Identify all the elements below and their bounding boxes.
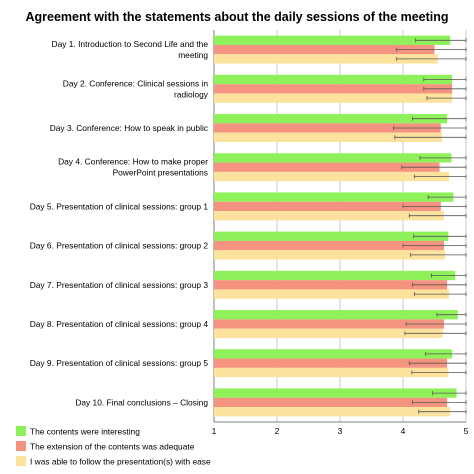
bar [214, 211, 444, 221]
bar [214, 407, 451, 417]
category-label: Day 1. Introduction to Second Life and t… [52, 39, 209, 49]
bar [214, 44, 435, 55]
bar [214, 280, 448, 290]
bar [214, 310, 458, 320]
legend-swatch [16, 426, 26, 436]
category-label: radiology [174, 89, 209, 99]
bar [214, 388, 457, 398]
category-label: Day 4. Conference: How to make proper [58, 157, 208, 167]
category-label: Day 6. Presentation of clinical sessions… [30, 241, 209, 251]
bar [214, 54, 438, 64]
x-tick-label: 5 [464, 426, 469, 436]
bar [214, 250, 446, 260]
bars [214, 35, 458, 417]
legend: The contents were interesting The extensi… [16, 426, 211, 467]
bar [214, 231, 449, 241]
legend-entry: The contents were interesting [30, 427, 140, 437]
bar [214, 319, 444, 329]
x-tick-label: 3 [338, 426, 343, 436]
category-label: Day 7. Presentation of clinical sessions… [30, 280, 209, 290]
category-label: meeting [178, 50, 208, 60]
legend-entry: I was able to follow the presentation(s)… [30, 457, 211, 467]
bar [214, 328, 443, 338]
x-tick-label: 2 [275, 426, 280, 436]
category-labels: Day 1. Introduction to Second Life and t… [30, 39, 209, 407]
category-label: Day 5. Presentation of clinical sessions… [30, 201, 209, 211]
bar [214, 84, 453, 94]
bar [214, 123, 441, 133]
legend-entry: The extension of the contents was adequa… [30, 442, 195, 452]
bar [214, 192, 454, 202]
category-label: Day 10. Final conclusions – Closing [75, 397, 208, 407]
bar [214, 153, 452, 163]
bar [214, 289, 449, 299]
bar [214, 397, 448, 408]
x-tick-label: 4 [401, 426, 406, 436]
bar [214, 132, 443, 142]
x-tick-label: 1 [212, 426, 217, 436]
bar [214, 93, 453, 103]
bar [214, 74, 453, 85]
chart-title: Agreement with the statements about the … [26, 10, 449, 24]
x-axis-ticks: 1 2 3 4 5 [212, 426, 469, 436]
bar [214, 114, 448, 124]
legend-swatch [16, 456, 26, 466]
bar [214, 162, 440, 172]
bar [214, 270, 456, 281]
bar [214, 240, 444, 251]
category-label: PowerPoint presentations [113, 168, 208, 178]
legend-swatch [16, 441, 26, 451]
bar [214, 349, 453, 359]
bar [214, 201, 441, 212]
category-label: Day 3. Conference: How to speak in publi… [50, 123, 208, 133]
error-bars [393, 38, 467, 414]
bar [214, 171, 449, 182]
category-label: Day 8. Presentation of clinical sessions… [30, 319, 209, 329]
bar [214, 358, 448, 368]
category-label: Day 2. Conference: Clinical sessions in [63, 78, 209, 88]
bar [214, 35, 451, 45]
category-label: Day 9. Presentation of clinical sessions… [30, 358, 209, 368]
bar [214, 367, 449, 378]
